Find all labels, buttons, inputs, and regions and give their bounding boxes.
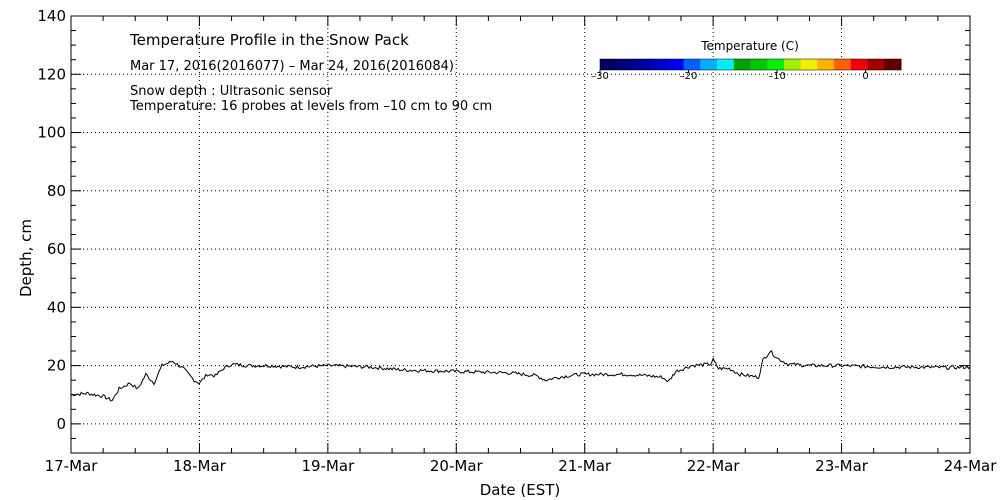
colorbar-swatch [850, 59, 869, 70]
colorbar-swatch [817, 59, 835, 70]
y-tick-label: 120 [37, 65, 66, 83]
colorbar-swatch [834, 59, 852, 70]
x-tick-label: 24-Mar [944, 457, 998, 475]
series-layer [70, 349, 971, 402]
colorbar-tick-label: –20 [680, 71, 698, 82]
x-tick-label: 23-Mar [815, 457, 869, 475]
colorbar-ticks: –30 –20 –10 0 [591, 70, 869, 82]
x-tick-label: 20-Mar [430, 457, 484, 475]
y-tick-label: 0 [56, 415, 66, 433]
colorbar-swatch [767, 59, 785, 70]
colorbar-swatch [666, 59, 685, 70]
y-tick-label: 60 [47, 240, 66, 258]
y-tick-label: 40 [47, 298, 66, 316]
colorbar-frame [599, 58, 902, 71]
y-axis-label: Depth, cm [17, 219, 35, 297]
y-tick-label: 80 [47, 182, 66, 200]
colorbar-swatch [650, 59, 668, 70]
colorbar-swatch [717, 59, 735, 70]
colorbar-swatch [867, 59, 885, 70]
colorbar-label: Temperature (C) [700, 39, 799, 53]
colorbar-swatch [600, 59, 618, 70]
chart-title: Temperature Profile in the Snow Pack [129, 31, 409, 49]
x-tick-label: 22-Mar [687, 457, 741, 475]
colorbar-swatch [750, 59, 768, 70]
x-axis-label: Date (EST) [480, 481, 561, 499]
colorbar-swatch [733, 59, 751, 70]
y-tick-label: 20 [47, 357, 66, 375]
x-tick-label: 19-Mar [301, 457, 355, 475]
colorbar-swatch [783, 59, 802, 70]
snow-depth-line [70, 349, 971, 402]
colorbar-swatch [700, 59, 718, 70]
temperature-probes-label: Temperature: 16 probes at levels from –1… [129, 99, 492, 114]
y-tick-label: 100 [37, 124, 66, 142]
colorbar: Temperature (C) –30 –20 –10 0 [591, 39, 902, 82]
colorbar-swatch [800, 59, 818, 70]
colorbar-tick-label: –10 [768, 71, 786, 82]
colorbar-swatches [599, 58, 902, 71]
x-tick-label: 18-Mar [173, 457, 227, 475]
axes: 17-Mar 18-Mar 19-Mar 20-Mar 21-Mar 22-Mar 23-M… [37, 7, 997, 475]
colorbar-swatch [683, 59, 701, 70]
colorbar-tick-label: –30 [591, 71, 609, 82]
colorbar-tick-label: 0 [862, 71, 868, 82]
plot-frame [70, 15, 971, 454]
date-range-label: Mar 17, 2016(2016077) – Mar 24, 2016(201… [130, 59, 454, 74]
colorbar-swatch [616, 59, 634, 70]
snow-depth-label: Snow depth : Ultrasonic sensor [130, 84, 333, 99]
grid [71, 16, 970, 453]
y-tick-label: 140 [37, 7, 66, 25]
colorbar-swatch [884, 59, 902, 70]
colorbar-swatch [633, 59, 651, 70]
x-tick-label: 17-Mar [45, 457, 99, 475]
x-tick-label: 21-Mar [558, 457, 612, 475]
